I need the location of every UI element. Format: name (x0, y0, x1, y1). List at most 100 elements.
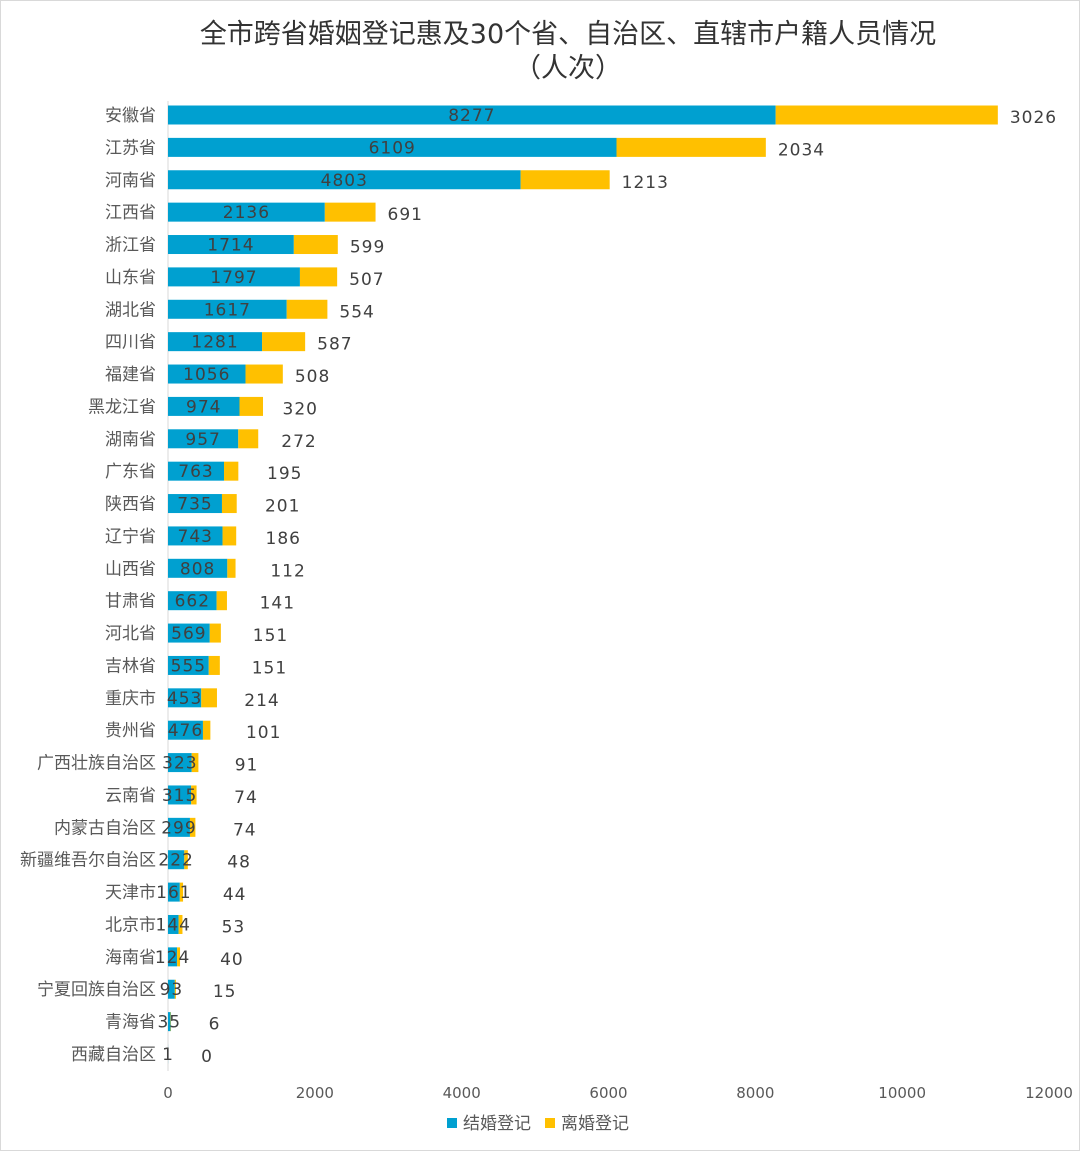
category-label: 江苏省 (105, 138, 156, 158)
x-tick-label: 8000 (736, 1084, 774, 1102)
data-label-divorce: 186 (266, 529, 301, 549)
category-label: 河北省 (105, 624, 156, 644)
bar-segment-marriage (168, 947, 178, 967)
bar-segment-marriage (168, 364, 246, 384)
bar-segment-marriage (168, 753, 192, 773)
bar-segment-divorce (238, 429, 259, 449)
x-tick-label: 0 (163, 1084, 173, 1102)
bar-segment-divorce (293, 235, 338, 255)
bar-segment-divorce (224, 461, 239, 481)
data-label-marriage: 662 (175, 592, 210, 612)
bar-segment-marriage (168, 688, 202, 708)
bar-segment-divorce (178, 914, 183, 934)
category-label: 贵州省 (105, 721, 156, 741)
data-label-divorce: 151 (253, 626, 288, 646)
category-label: 广东省 (105, 462, 156, 482)
data-label-marriage: 957 (185, 430, 220, 450)
data-label-marriage: 743 (178, 527, 213, 547)
legend-swatch-marriage (447, 1118, 457, 1128)
bar-segment-marriage (168, 558, 228, 578)
bar-segment-divorce (216, 591, 227, 611)
data-label-divorce: 91 (235, 756, 259, 776)
bar-segment-divorce (179, 882, 184, 902)
data-label-marriage: 222 (158, 851, 193, 871)
data-label-divorce: 53 (222, 917, 246, 937)
bar-segment-marriage (168, 1012, 171, 1032)
data-label-divorce: 1213 (622, 173, 669, 193)
x-tick-label: 6000 (589, 1084, 627, 1102)
category-label: 甘肃省 (105, 592, 156, 612)
x-tick-label: 12000 (1025, 1084, 1073, 1102)
category-label: 云南省 (105, 786, 156, 806)
category-label: 吉林省 (105, 656, 156, 676)
bar-segment-marriage (168, 299, 287, 319)
data-label-divorce: 3026 (1010, 108, 1057, 128)
chart-title-line1: 全市跨省婚姻登记惠及30个省、自治区、直辖市户籍人员情况 (200, 19, 936, 50)
bar-segment-marriage (168, 785, 192, 805)
bar-segment-divorce (299, 267, 338, 287)
bar-segment-marriage (168, 850, 185, 870)
bar-segment-marriage (168, 461, 225, 481)
chart-title-line2: （人次） (514, 53, 622, 84)
data-label-divorce: 554 (339, 302, 374, 322)
data-label-marriage: 299 (161, 818, 196, 838)
category-label: 重庆市 (105, 689, 156, 709)
data-label-marriage: 124 (155, 948, 190, 968)
data-label-divorce: 195 (267, 464, 302, 484)
bar-segment-marriage (168, 137, 617, 157)
bar-segment-divorce (286, 299, 328, 319)
bar-segment-divorce (174, 979, 176, 999)
data-label-marriage: 763 (178, 462, 213, 482)
bar-segment-marriage (168, 396, 240, 416)
bar-segment-marriage (168, 882, 180, 902)
bar-segment-marriage (168, 720, 203, 740)
data-label-divorce: 44 (223, 885, 247, 905)
category-label: 广西壮族自治区 (37, 754, 156, 774)
data-label-divorce: 201 (265, 497, 300, 517)
data-label-marriage: 4803 (321, 171, 368, 191)
category-label: 湖北省 (105, 300, 156, 320)
data-label-divorce: 141 (260, 594, 295, 614)
data-label-divorce: 320 (283, 399, 318, 419)
data-label-marriage: 93 (160, 980, 184, 1000)
bar-segment-divorce (262, 332, 306, 352)
legend-label-divorce: 离婚登记 (561, 1114, 629, 1134)
category-label: 浙江省 (105, 236, 156, 256)
data-label-marriage: 1056 (183, 365, 230, 385)
data-label-divorce: 74 (233, 820, 257, 840)
data-label-marriage: 555 (171, 656, 206, 676)
category-label: 湖南省 (105, 430, 156, 450)
data-label-divorce: 15 (213, 982, 237, 1002)
category-label: 辽宁省 (105, 527, 156, 547)
data-label-divorce: 272 (281, 432, 316, 452)
x-tick-label: 2000 (296, 1084, 334, 1102)
data-label-divorce: 40 (220, 950, 244, 970)
bar-segment-divorce (201, 688, 217, 708)
legend-label-marriage: 结婚登记 (463, 1114, 531, 1134)
bar-segment-marriage (168, 105, 776, 125)
category-label: 西藏自治区 (71, 1045, 156, 1065)
data-label-divorce: 214 (244, 691, 279, 711)
category-label: 宁夏回族自治区 (37, 980, 156, 1000)
x-tick-label: 10000 (878, 1084, 926, 1102)
data-label-divorce: 2034 (778, 140, 825, 160)
data-label-divorce: 151 (252, 658, 287, 678)
category-label: 福建省 (105, 365, 156, 385)
bar-segment-divorce (221, 494, 237, 514)
bar-segment-divorce (775, 105, 998, 125)
category-label: 陕西省 (105, 495, 156, 515)
data-label-divorce: 48 (227, 853, 251, 873)
category-label: 天津市 (105, 883, 156, 903)
data-label-marriage: 161 (156, 883, 191, 903)
data-label-marriage: 1617 (204, 300, 251, 320)
data-label-marriage: 8277 (448, 106, 495, 126)
bar-segment-divorce (189, 817, 196, 837)
data-label-marriage: 323 (162, 754, 197, 774)
category-label: 安徽省 (105, 106, 156, 126)
category-label: 海南省 (105, 948, 156, 968)
category-label: 江西省 (105, 203, 156, 223)
data-label-divorce: 101 (246, 723, 281, 743)
bar-segment-divorce (222, 526, 237, 546)
bar-segment-marriage (168, 914, 179, 934)
